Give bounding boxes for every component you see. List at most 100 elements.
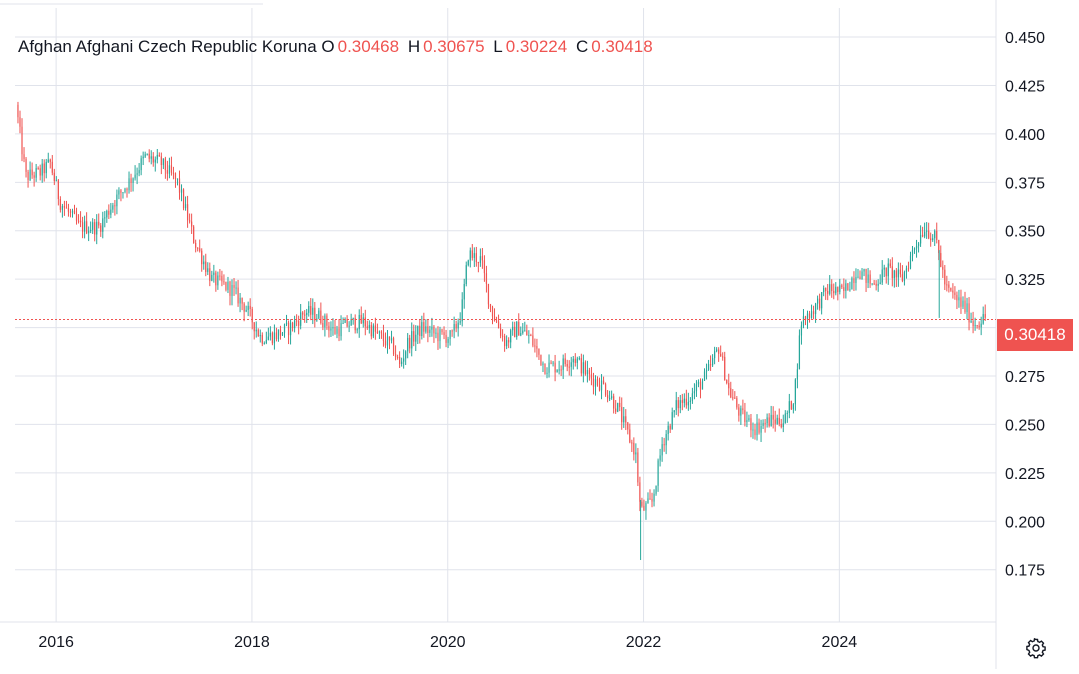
candle-up — [401, 361, 403, 364]
candle-down — [261, 335, 263, 344]
candle-down — [641, 501, 643, 506]
candle-down — [550, 362, 552, 364]
candle-down — [481, 256, 484, 261]
candle-down — [279, 329, 282, 336]
candle-up — [330, 328, 332, 331]
candle-up — [447, 338, 449, 343]
candle-down — [94, 222, 96, 235]
candle-up — [407, 337, 409, 352]
candle-up — [609, 398, 611, 400]
candle-up — [911, 249, 914, 256]
candle-down — [984, 314, 986, 318]
candle-down — [728, 383, 730, 389]
candle-up — [516, 321, 518, 338]
candle-down — [271, 332, 274, 344]
candle-up — [289, 322, 292, 336]
candle-up — [776, 417, 778, 424]
candle-up — [711, 358, 714, 366]
candle-down — [451, 330, 453, 332]
candle-down — [441, 329, 443, 333]
candle-down — [588, 370, 591, 375]
candle-up — [506, 340, 508, 347]
candle-down — [354, 317, 356, 331]
candle-up — [800, 325, 803, 336]
candle-down — [394, 354, 397, 357]
y-tick-label: 0.350 — [1005, 224, 1045, 241]
candle-up — [919, 234, 922, 244]
candle-down — [287, 322, 290, 336]
candle-up — [61, 206, 63, 210]
candle-up — [41, 163, 43, 176]
candle-down — [320, 310, 322, 323]
low-label: L — [493, 37, 503, 56]
candle-up — [520, 333, 522, 336]
candle-down — [160, 156, 162, 166]
candle-down — [120, 190, 122, 193]
candle-up — [849, 289, 851, 291]
candle-up — [689, 400, 691, 402]
candle-up — [693, 391, 696, 394]
candle-up — [679, 400, 681, 409]
candle-up — [558, 369, 560, 371]
candle-down — [534, 345, 536, 347]
candle-up — [358, 314, 360, 330]
candle-up — [457, 322, 459, 329]
grid-layer — [15, 8, 996, 622]
candle-down — [736, 398, 738, 408]
candle-down — [960, 297, 962, 307]
candle-up — [740, 408, 742, 416]
candle-up — [784, 413, 786, 424]
candle-down — [734, 397, 736, 399]
candle-down — [754, 429, 756, 436]
candle-up — [974, 325, 976, 327]
candle-up — [112, 205, 114, 210]
candle-up — [465, 265, 467, 285]
candle-up — [659, 455, 661, 461]
candle-up — [697, 381, 700, 385]
candle-up — [524, 330, 526, 332]
candle-up — [405, 351, 407, 359]
open-value: 0.30468 — [337, 37, 400, 56]
candle-up — [839, 285, 841, 292]
candle-up — [344, 318, 346, 324]
candle-down — [501, 335, 504, 337]
candle-up — [623, 416, 625, 423]
candle-down — [384, 340, 387, 346]
candle-up — [340, 323, 342, 337]
candle-down — [615, 408, 617, 412]
candle-down — [178, 178, 181, 193]
candle-down — [152, 156, 154, 163]
candle-down — [651, 499, 653, 502]
candle-down — [504, 336, 506, 347]
candle-up — [932, 238, 934, 241]
candle-down — [493, 316, 496, 321]
candle-up — [855, 276, 857, 283]
candle-down — [530, 335, 532, 337]
candle-up — [835, 286, 837, 294]
candle-up — [510, 330, 512, 343]
y-tick-label: 0.250 — [1005, 417, 1045, 434]
candle-up — [386, 336, 389, 346]
candle-up — [312, 307, 314, 315]
candle-up — [203, 261, 205, 265]
gear-icon[interactable] — [1024, 636, 1048, 660]
candle-down — [65, 207, 68, 209]
candle-up — [184, 204, 187, 209]
candle-up — [552, 362, 554, 364]
candle-down — [296, 320, 298, 322]
candle-down — [164, 158, 166, 171]
candle-down — [812, 311, 815, 315]
candle-down — [827, 290, 829, 294]
candle-up — [463, 284, 465, 300]
candle-up — [786, 412, 788, 414]
candle-down — [423, 322, 425, 332]
candle-down — [491, 306, 494, 317]
candle-up — [542, 363, 544, 365]
candle-down — [538, 348, 540, 355]
candle-down — [477, 262, 479, 264]
candle-up — [449, 330, 451, 339]
candle-up — [144, 154, 146, 157]
candle-down — [19, 117, 21, 127]
candle-up — [570, 362, 572, 367]
